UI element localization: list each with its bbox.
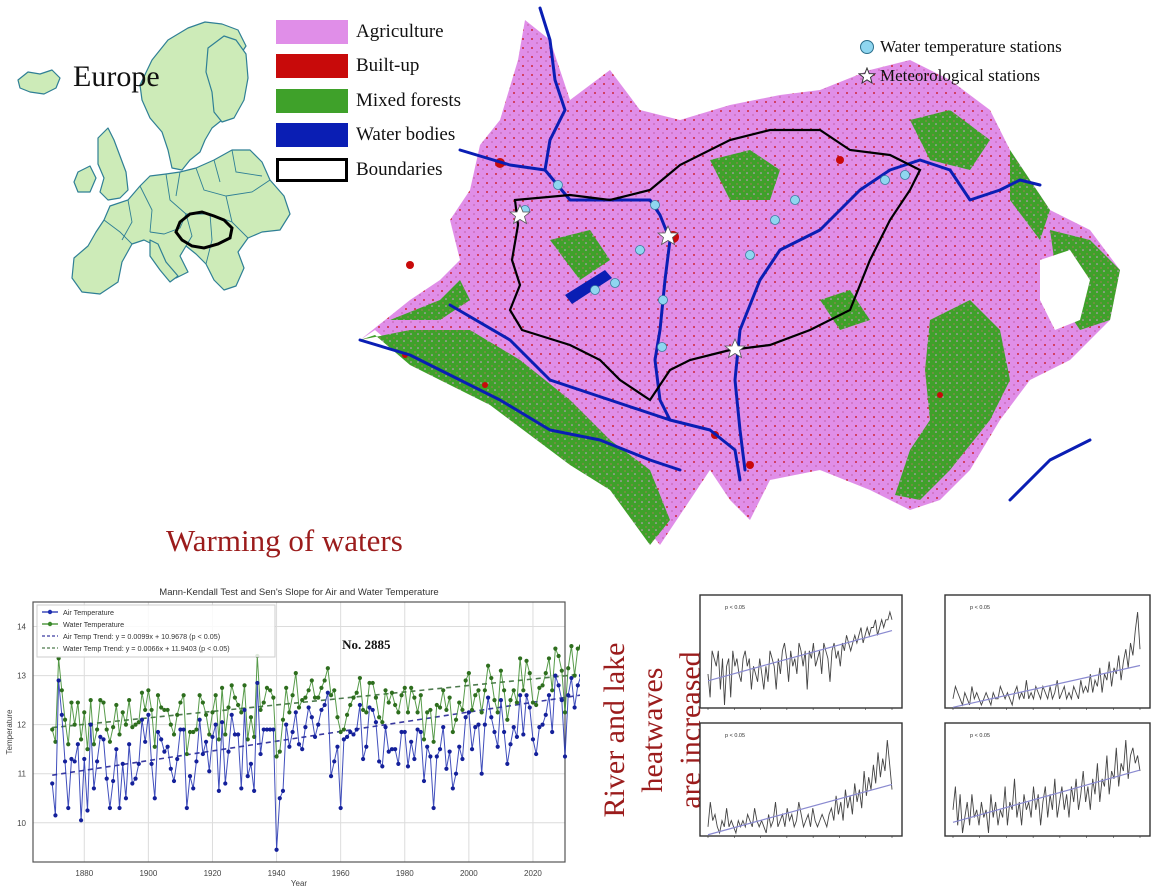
heatwave-series <box>952 611 1141 707</box>
mixed-forests-swatch <box>276 89 348 113</box>
water-temperature-stations <box>520 170 910 352</box>
legend-item-built-up: Built-up <box>276 52 419 80</box>
heatwave-panel-top-right: p < 0.05 <box>944 594 1151 710</box>
agriculture-swatch <box>276 20 348 44</box>
x-tick-label: 1980 <box>396 869 414 878</box>
svg-text:Air Temp Trend: y = 0.0099x +: Air Temp Trend: y = 0.0099x + 10.9678 (p… <box>63 632 220 641</box>
y-tick-label: 12 <box>17 721 26 730</box>
svg-text:Water Temperature: Water Temperature <box>63 620 124 629</box>
study-boundary <box>508 128 922 402</box>
legend-item-boundaries: Boundaries <box>276 156 443 184</box>
x-tick-label: 1880 <box>75 869 93 878</box>
legend-item-water-stations: Water temperature stations <box>858 37 1062 57</box>
heatwave-panel-top-left: p < 0.05 <box>699 594 903 710</box>
p-value-label: p < 0.05 <box>725 605 745 611</box>
heatwave-series <box>707 739 893 835</box>
legend-item-water-bodies: Water bodies <box>276 121 455 149</box>
trend-line <box>952 664 1141 708</box>
water-temperature-series <box>50 644 580 759</box>
meteorological-stations <box>508 203 747 359</box>
trend-line <box>707 783 893 836</box>
europe-label: Europe <box>73 60 160 93</box>
reservoir <box>565 270 612 304</box>
trend-line <box>707 629 893 682</box>
p-value-label: p < 0.05 <box>970 733 990 739</box>
trend-line <box>952 769 1141 823</box>
heatwave-panel-bottom-right: p < 0.05 <box>944 722 1151 838</box>
x-axis-label: Year <box>291 879 308 886</box>
chart-legend: Air Temperature Water Temperature Air Temp… <box>36 604 276 658</box>
x-tick-label: 2020 <box>524 869 542 878</box>
x-tick-label: 1920 <box>204 869 222 878</box>
p-value-label: p < 0.05 <box>725 733 745 739</box>
y-tick-label: 13 <box>17 672 26 681</box>
svg-text:Water Temp Trend: y = 0.0066x: Water Temp Trend: y = 0.0066x + 11.9403 … <box>63 644 230 653</box>
y-tick-label: 14 <box>17 623 26 632</box>
air-temperature-series <box>50 673 580 852</box>
study-area-outline-inset <box>174 210 234 250</box>
y-tick-label: 10 <box>17 819 26 828</box>
p-value-label: p < 0.05 <box>970 605 990 611</box>
heatwaves-title-line1: River and lake heatwaves <box>598 642 669 818</box>
y-axis-label: Temperature <box>5 709 14 754</box>
panel-frame <box>944 594 1151 709</box>
legend-item-agriculture: Agriculture <box>276 18 444 46</box>
warming-of-waters-title: Warming of waters <box>166 523 403 558</box>
europe-inset-map <box>17 21 291 295</box>
circle-icon <box>858 38 876 56</box>
x-tick-label: 1960 <box>332 869 350 878</box>
built-up-swatch <box>276 54 348 78</box>
x-tick-label: 2000 <box>460 869 478 878</box>
legend-item-mixed-forests: Mixed forests <box>276 87 461 115</box>
heatwave-series <box>707 610 893 706</box>
station-number-annotation: No. 2885 <box>342 637 391 652</box>
water-bodies-swatch <box>276 123 348 147</box>
water-trend-line <box>52 673 580 729</box>
heatwave-panel-bottom-left: p < 0.05 <box>699 722 903 838</box>
x-tick-label: 1940 <box>268 869 286 878</box>
rivers <box>358 6 1092 502</box>
landcover-map <box>358 6 1120 545</box>
chart-title: Mann-Kendall Test and Sen's Slope for Ai… <box>159 587 438 598</box>
legend-item-meteo-stations: Meteorological stations <box>858 66 1040 86</box>
mann-kendall-chart: Mann-Kendall Test and Sen's Slope for Ai… <box>5 587 580 886</box>
y-tick-label: 11 <box>18 770 27 779</box>
study-area-agriculture <box>360 20 1120 545</box>
boundaries-swatch <box>276 158 348 182</box>
svg-text:Air Temperature: Air Temperature <box>63 608 114 617</box>
plot-frame <box>32 601 566 863</box>
air-trend-line <box>52 694 580 776</box>
x-tick-label: 1900 <box>139 869 157 878</box>
star-icon <box>858 67 876 85</box>
heatwave-series <box>952 739 1141 834</box>
lake-hole <box>1040 250 1090 330</box>
